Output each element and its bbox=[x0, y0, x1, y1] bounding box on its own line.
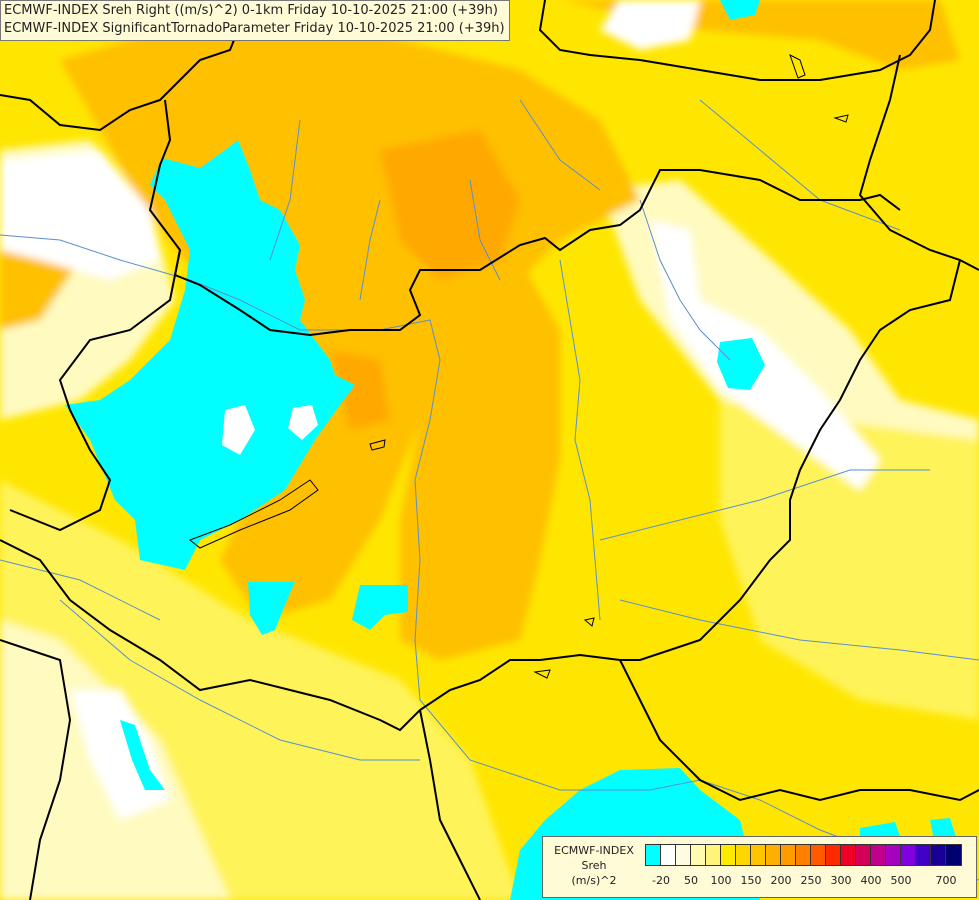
cyan-patch-2 bbox=[352, 585, 408, 630]
lake-small-2 bbox=[833, 114, 849, 123]
legend-swatch bbox=[781, 845, 796, 865]
white-hole-1 bbox=[222, 405, 255, 455]
legend-swatch bbox=[811, 845, 826, 865]
white-hole-2 bbox=[288, 405, 318, 440]
legend-swatch bbox=[871, 845, 886, 865]
legend-unit-label: (m/s)^2 bbox=[571, 874, 617, 887]
legend-swatch bbox=[931, 845, 946, 865]
cyan-patch-1 bbox=[248, 582, 295, 635]
white-patch-east bbox=[650, 220, 880, 490]
legend-tick-label: 500 bbox=[890, 874, 912, 887]
legend-tick-label: 300 bbox=[830, 874, 852, 887]
legend-swatch bbox=[841, 845, 856, 865]
border-austria-czech bbox=[0, 0, 251, 132]
cyan-patch-sw bbox=[120, 720, 165, 790]
color-legend: ECMWF-INDEX Sreh (m/s)^2 -20 50 100 150 200 2… bbox=[542, 836, 977, 898]
border-slovenia bbox=[0, 639, 72, 900]
legend-swatch bbox=[916, 845, 931, 865]
legend-tick-label: -20 bbox=[652, 874, 670, 887]
light-zone-south bbox=[0, 480, 520, 900]
header-title-box: ECMWF-INDEX Sreh Right ((m/s)^2) 0-1km F… bbox=[0, 0, 510, 41]
legend-ticks: -20 50 100 150 200 250 300 400 500 700 bbox=[645, 874, 975, 888]
legend-model-label: ECMWF-INDEX bbox=[554, 844, 634, 857]
border-croatia-serbia bbox=[419, 709, 481, 900]
legend-swatch bbox=[766, 845, 781, 865]
legend-swatch bbox=[646, 845, 661, 865]
legend-swatch bbox=[886, 845, 901, 865]
legend-swatch bbox=[691, 845, 706, 865]
cyan-patch-top bbox=[720, 0, 760, 20]
lake-balaton bbox=[189, 479, 319, 549]
legend-swatch bbox=[751, 845, 766, 865]
legend-swatch bbox=[946, 845, 961, 865]
legend-caption: ECMWF-INDEX Sreh (m/s)^2 bbox=[545, 843, 643, 888]
white-patch-top bbox=[600, 0, 700, 50]
border-serbia-romania bbox=[619, 659, 979, 802]
cyan-region-west bbox=[65, 140, 355, 570]
border-hungary-east bbox=[620, 259, 961, 661]
legend-swatch bbox=[796, 845, 811, 865]
light-zone-east bbox=[720, 400, 979, 720]
border-hungary-south bbox=[0, 539, 621, 732]
header-title-line-2: ECMWF-INDEX SignificantTornadoParameter … bbox=[4, 21, 505, 36]
lake-small-4 bbox=[533, 669, 551, 679]
legend-tick-label: 150 bbox=[740, 874, 762, 887]
lakes bbox=[189, 54, 849, 679]
border-ukraine-romania bbox=[858, 54, 979, 271]
dark-orange-zone-2 bbox=[330, 350, 390, 430]
legend-swatch bbox=[721, 845, 736, 865]
legend-param-label: Sreh bbox=[581, 859, 607, 872]
rivers bbox=[0, 99, 979, 881]
legend-swatch bbox=[676, 845, 691, 865]
legend-tick-label: 200 bbox=[770, 874, 792, 887]
cyan-patch-east bbox=[717, 338, 765, 390]
legend-swatch bbox=[901, 845, 916, 865]
legend-tick-label: 700 bbox=[935, 874, 957, 887]
legend-swatch bbox=[661, 845, 676, 865]
legend-swatch bbox=[736, 845, 751, 865]
legend-tick-label: 100 bbox=[710, 874, 732, 887]
border-slovakia-poland bbox=[538, 0, 936, 81]
legend-tick-label: 400 bbox=[860, 874, 882, 887]
legend-swatch bbox=[826, 845, 841, 865]
legend-swatch bbox=[856, 845, 871, 865]
header-title-line-1: ECMWF-INDEX Sreh Right ((m/s)^2) 0-1km F… bbox=[4, 3, 498, 18]
legend-tick-label: 50 bbox=[684, 874, 698, 887]
lake-small-5 bbox=[789, 54, 806, 79]
legend-swatches bbox=[645, 844, 962, 866]
dark-orange-zone bbox=[380, 130, 520, 280]
white-patch-west bbox=[0, 150, 160, 280]
legend-swatch bbox=[706, 845, 721, 865]
lake-small-1 bbox=[369, 439, 386, 451]
border-austria-hungary bbox=[9, 249, 181, 532]
legend-tick-label: 250 bbox=[800, 874, 822, 887]
lake-small-3 bbox=[583, 617, 595, 627]
